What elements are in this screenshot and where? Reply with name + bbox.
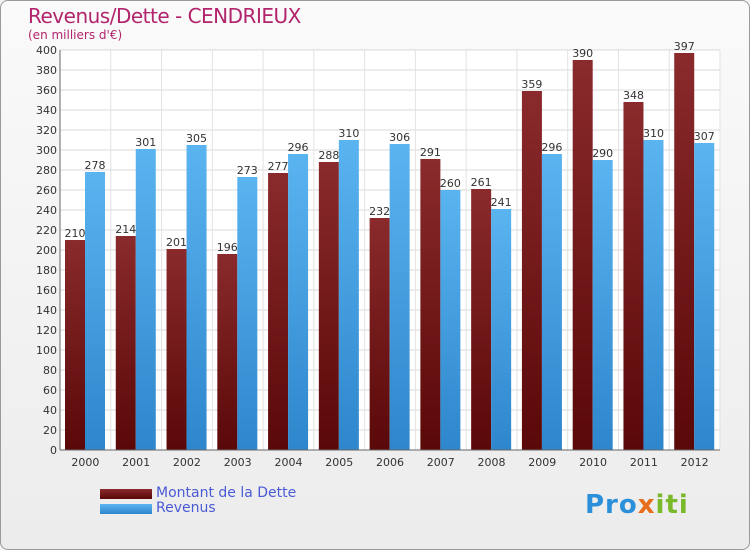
debt-data-label: 214: [115, 223, 136, 236]
revenus-bar: [643, 140, 664, 450]
y-tick-label: 360: [36, 84, 57, 97]
revenus-data-label: 310: [338, 127, 359, 140]
debt-data-label: 232: [369, 205, 390, 218]
revenus-data-label: 296: [288, 141, 309, 154]
x-tick-label: 2008: [478, 456, 506, 469]
debt-bar: [166, 249, 187, 450]
revenus-data-label: 306: [389, 131, 410, 144]
debt-bar: [471, 189, 492, 450]
y-tick-label: 120: [36, 324, 57, 337]
legend-swatch-revenus: [100, 504, 152, 514]
y-tick-label: 200: [36, 244, 57, 257]
debt-data-label: 210: [65, 227, 86, 240]
x-tick-label: 2006: [376, 456, 404, 469]
debt-data-label: 291: [420, 146, 441, 159]
y-tick-label: 340: [36, 104, 57, 117]
revenus-data-label: 290: [592, 147, 613, 160]
debt-bar: [420, 159, 441, 450]
y-tick-label: 220: [36, 224, 57, 237]
revenus-data-label: 305: [186, 132, 207, 145]
revenus-bar: [694, 143, 715, 450]
debt-data-label: 261: [471, 176, 492, 189]
y-tick-label: 20: [43, 424, 57, 437]
x-tick-label: 2000: [71, 456, 99, 469]
revenus-bar: [237, 177, 258, 450]
revenus-bar: [592, 160, 613, 450]
revenus-bar: [491, 209, 512, 450]
revenus-data-label: 241: [491, 196, 512, 209]
y-tick-label: 260: [36, 184, 57, 197]
debt-bar: [65, 240, 85, 450]
y-tick-label: 300: [36, 144, 57, 157]
debt-bar: [217, 254, 238, 450]
x-tick-label: 2007: [427, 456, 455, 469]
revenus-data-label: 307: [694, 130, 715, 143]
y-tick-label: 320: [36, 124, 57, 137]
revenus-bar: [440, 190, 461, 450]
legend-swatch-debt: [100, 489, 152, 499]
x-tick-label: 2003: [224, 456, 252, 469]
debt-data-label: 201: [166, 236, 187, 249]
revenus-data-label: 273: [237, 164, 258, 177]
chart-subtitle: (en milliers d'€): [28, 28, 123, 42]
revenus-bar: [135, 149, 156, 450]
y-tick-label: 240: [36, 204, 57, 217]
debt-bar: [115, 236, 136, 450]
y-tick-label: 180: [36, 264, 57, 277]
debt-bar: [623, 102, 644, 450]
x-tick-label: 2011: [630, 456, 658, 469]
y-tick-label: 40: [43, 404, 57, 417]
debt-data-label: 348: [623, 89, 644, 102]
legend-label-revenus: Revenus: [156, 500, 216, 516]
debt-bar: [318, 162, 339, 450]
revenus-data-label: 301: [135, 136, 156, 149]
x-tick-label: 2005: [325, 456, 353, 469]
x-tick-label: 2002: [173, 456, 201, 469]
y-tick-label: 140: [36, 304, 57, 317]
x-tick-label: 2004: [274, 456, 302, 469]
revenus-bar: [85, 172, 105, 450]
revenus-data-label: 310: [643, 127, 664, 140]
y-tick-label: 80: [43, 364, 57, 377]
debt-data-label: 397: [674, 40, 695, 53]
x-tick-label: 2012: [681, 456, 709, 469]
debt-data-label: 359: [521, 78, 542, 91]
y-tick-label: 100: [36, 344, 57, 357]
legend-label-debt: Montant de la Dette: [156, 485, 297, 501]
debt-bar: [369, 218, 390, 450]
debt-data-label: 288: [318, 149, 339, 162]
chart-title: Revenus/Dette - CENDRIEUX: [28, 4, 301, 28]
x-tick-label: 2009: [528, 456, 556, 469]
y-tick-label: 380: [36, 64, 57, 77]
revenus-data-label: 278: [85, 159, 106, 172]
y-tick-label: 400: [36, 44, 57, 57]
revenus-bar: [338, 140, 359, 450]
revenus-bar: [389, 144, 410, 450]
revenus-bar: [541, 154, 562, 450]
revenus-data-label: 260: [440, 177, 461, 190]
y-tick-label: 0: [50, 444, 57, 457]
revenus-bar: [288, 154, 309, 450]
debt-data-label: 277: [268, 160, 289, 173]
debt-bar: [674, 53, 695, 450]
x-tick-label: 2001: [122, 456, 150, 469]
revenus-data-label: 296: [541, 141, 562, 154]
revenus-bar: [186, 145, 207, 450]
debt-bar: [572, 60, 593, 450]
debt-bar: [521, 91, 542, 450]
y-tick-label: 160: [36, 284, 57, 297]
x-tick-label: 2010: [579, 456, 607, 469]
y-tick-label: 280: [36, 164, 57, 177]
proxiti-logo: Proxiti: [585, 490, 689, 520]
debt-data-label: 196: [217, 241, 238, 254]
debt-bar: [268, 173, 289, 450]
y-tick-label: 60: [43, 384, 57, 397]
debt-data-label: 390: [572, 47, 593, 60]
